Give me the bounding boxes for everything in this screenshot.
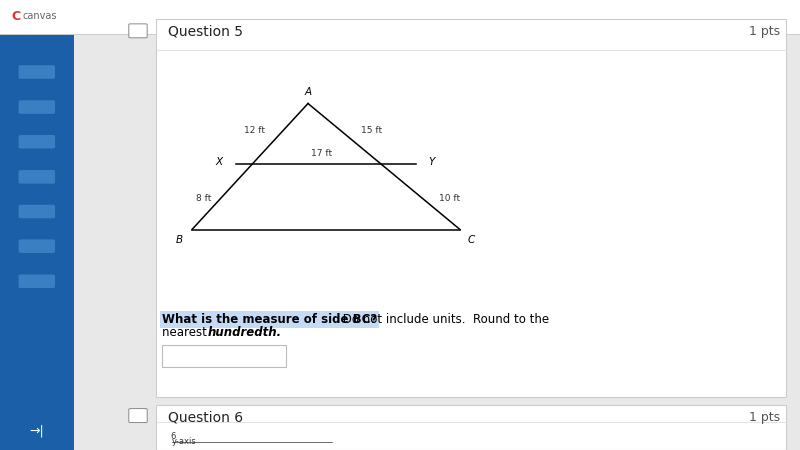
Bar <box>0 34 74 450</box>
Text: hundredth.: hundredth. <box>207 327 282 339</box>
Text: Question 6: Question 6 <box>168 410 243 425</box>
FancyBboxPatch shape <box>129 409 147 423</box>
Text: 1 pts: 1 pts <box>749 25 780 38</box>
Text: 12 ft: 12 ft <box>244 126 265 135</box>
Bar <box>156 19 786 397</box>
FancyBboxPatch shape <box>18 135 55 148</box>
Bar <box>162 345 286 367</box>
Bar <box>156 405 786 450</box>
Text: 1 pts: 1 pts <box>749 411 780 424</box>
Text: Do not include units.  Round to the: Do not include units. Round to the <box>339 313 550 326</box>
FancyBboxPatch shape <box>18 170 55 184</box>
FancyBboxPatch shape <box>18 65 55 79</box>
Text: C: C <box>468 235 475 245</box>
FancyBboxPatch shape <box>18 274 55 288</box>
Bar <box>0 0 800 34</box>
Text: Y: Y <box>428 157 434 167</box>
Text: 6: 6 <box>170 432 176 441</box>
FancyBboxPatch shape <box>18 239 55 253</box>
Text: Question 5: Question 5 <box>168 24 243 39</box>
Text: 10 ft: 10 ft <box>439 194 460 203</box>
FancyBboxPatch shape <box>18 100 55 114</box>
Text: 8 ft: 8 ft <box>196 194 212 203</box>
Text: 15 ft: 15 ft <box>362 126 382 135</box>
Text: C: C <box>11 10 20 22</box>
FancyBboxPatch shape <box>129 24 147 38</box>
Text: B: B <box>175 235 182 245</box>
Text: nearest: nearest <box>162 327 210 339</box>
Text: What is the measure of side BC?: What is the measure of side BC? <box>162 313 377 326</box>
Text: X: X <box>215 157 222 167</box>
Text: →|: →| <box>30 424 44 437</box>
Text: 17 ft: 17 ft <box>311 149 332 158</box>
Text: y-axis: y-axis <box>172 437 197 446</box>
Text: canvas: canvas <box>22 11 57 21</box>
Text: A: A <box>305 87 311 97</box>
FancyBboxPatch shape <box>18 205 55 218</box>
